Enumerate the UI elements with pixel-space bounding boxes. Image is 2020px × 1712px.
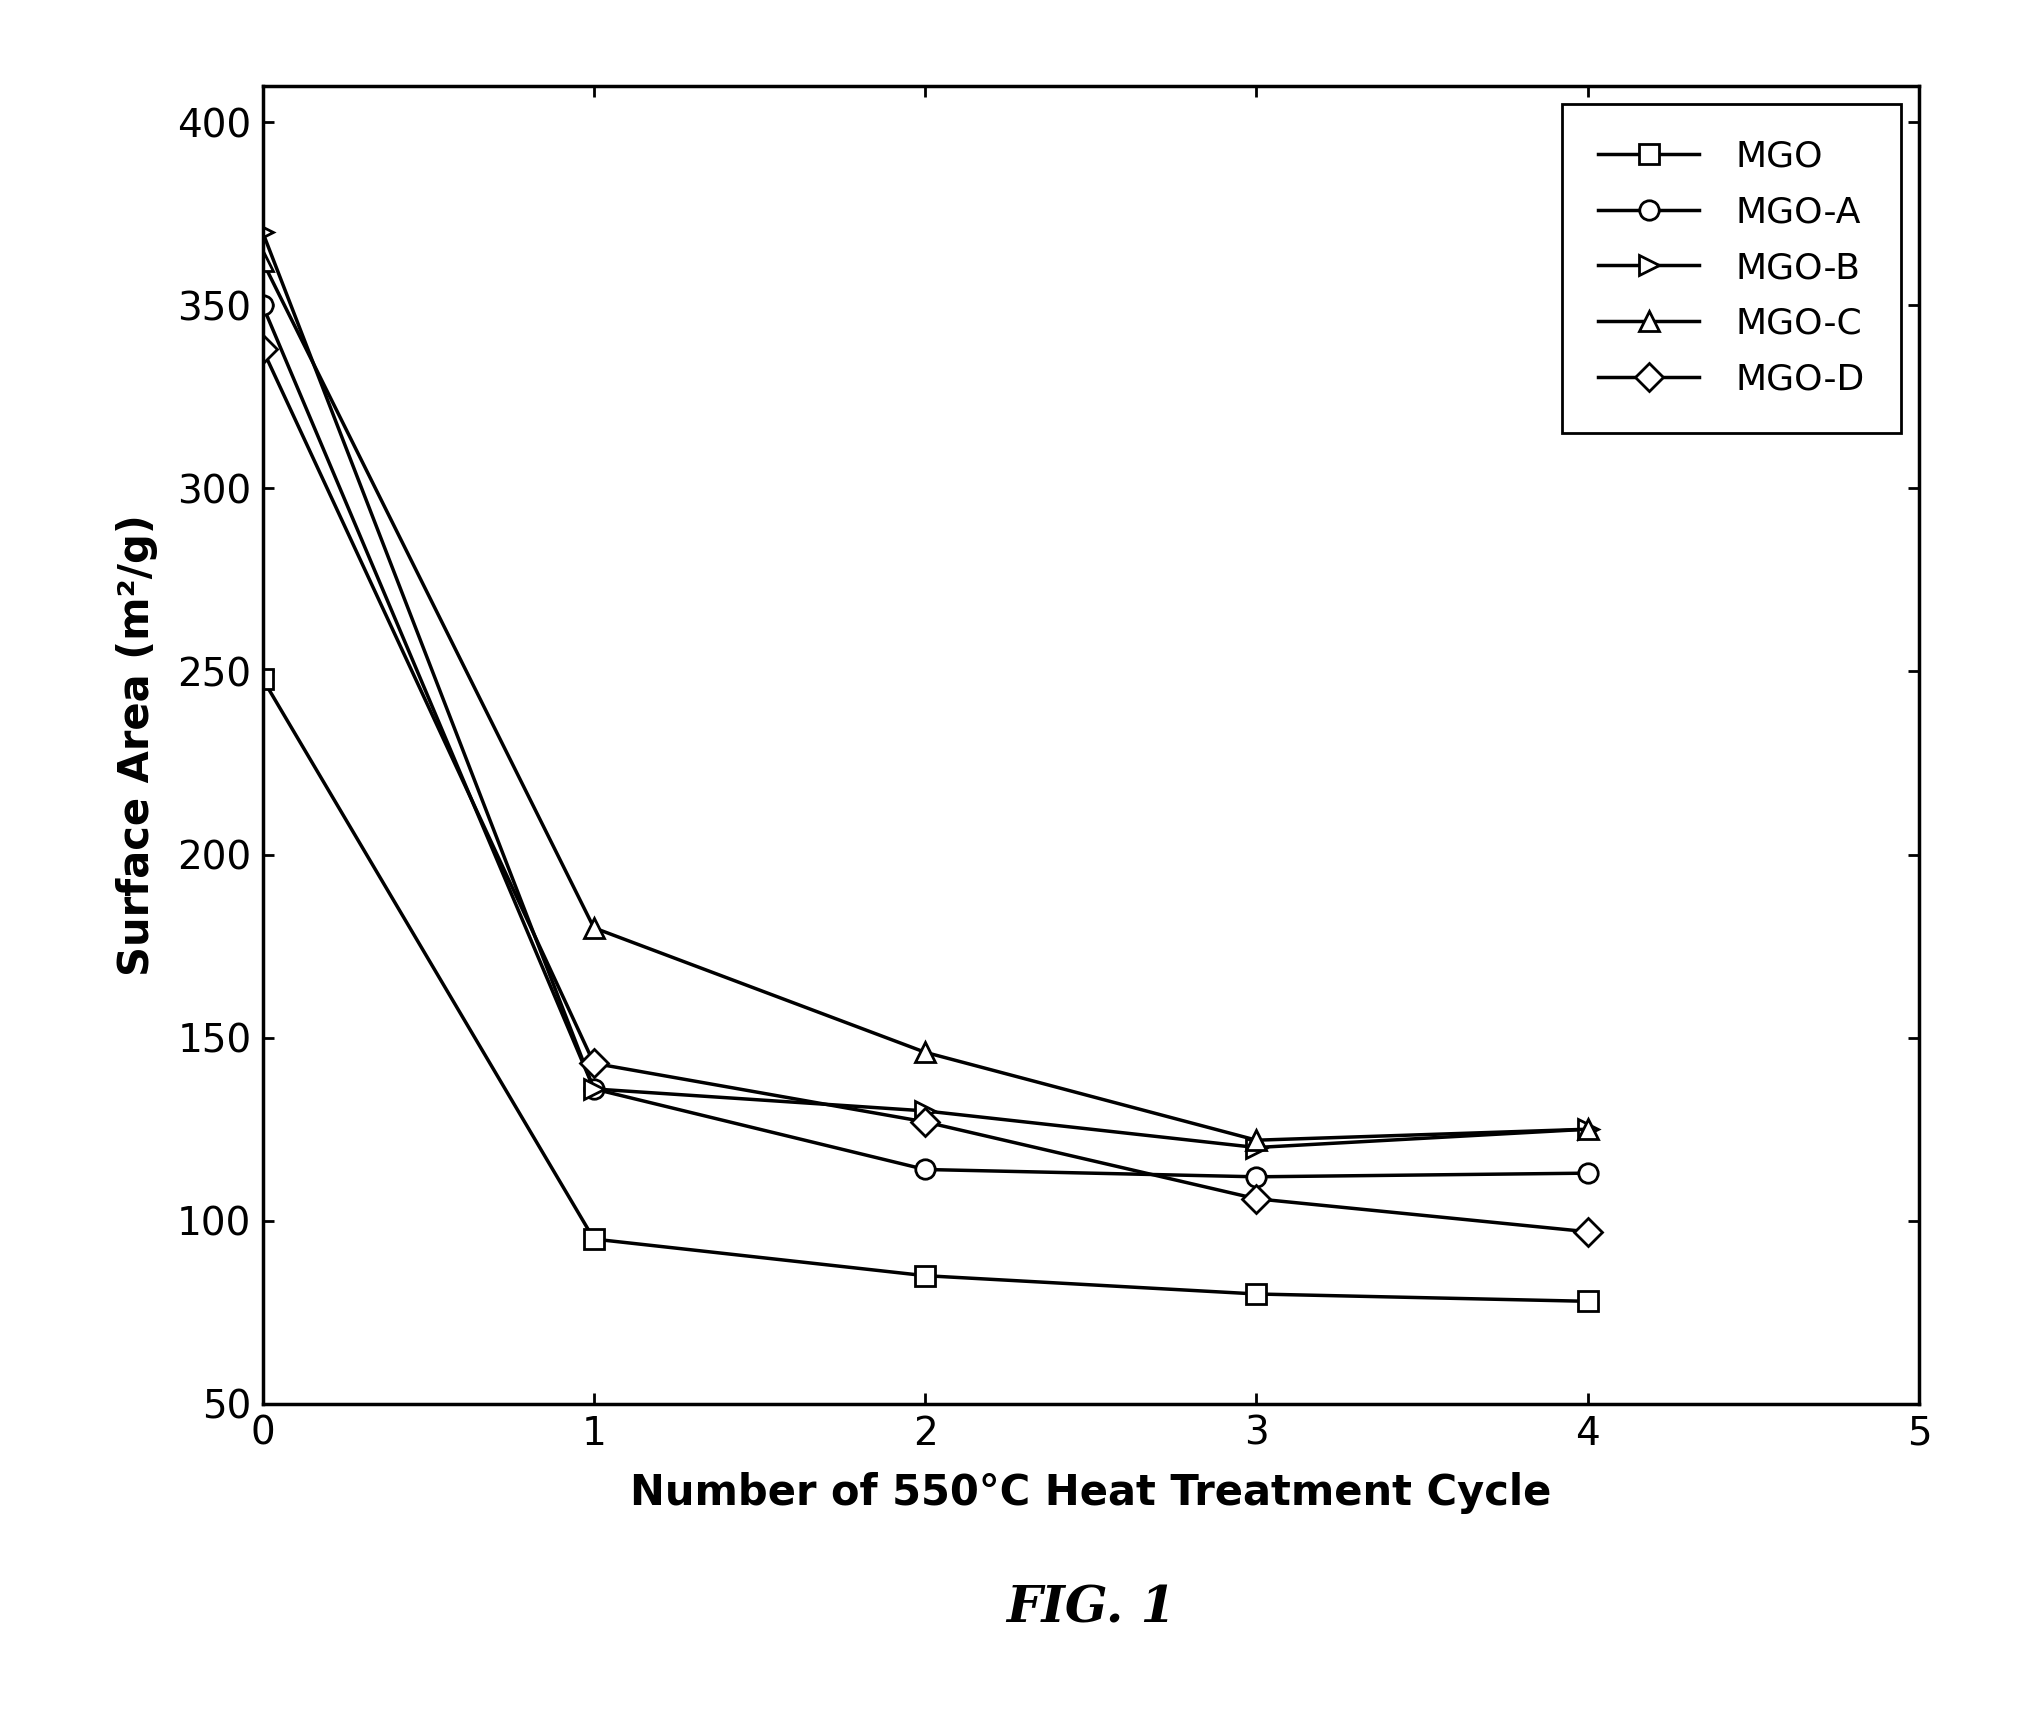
- MGO-B: [1244, 1137, 1269, 1157]
- Line: MGO-D: MGO-D: [252, 339, 1598, 1241]
- MGO-A: [250, 294, 275, 315]
- MGO-B: [250, 223, 275, 243]
- MGO-C: [250, 252, 275, 272]
- MGO-D: [913, 1111, 937, 1132]
- Line: MGO-C: MGO-C: [252, 252, 1598, 1150]
- MGO-B: [582, 1079, 606, 1099]
- Text: FIG. 1: FIG. 1: [1006, 1585, 1176, 1633]
- Line: MGO-B: MGO-B: [252, 223, 1598, 1157]
- MGO: [1576, 1291, 1600, 1311]
- MGO-D: [582, 1053, 606, 1073]
- MGO-C: [582, 918, 606, 938]
- X-axis label: Number of 550°C Heat Treatment Cycle: Number of 550°C Heat Treatment Cycle: [630, 1472, 1551, 1515]
- MGO-A: [1244, 1166, 1269, 1186]
- MGO-A: [582, 1079, 606, 1099]
- MGO: [250, 669, 275, 690]
- MGO-C: [1244, 1130, 1269, 1150]
- Legend: MGO, MGO-A, MGO-B, MGO-C, MGO-D: MGO, MGO-A, MGO-B, MGO-C, MGO-D: [1561, 104, 1901, 433]
- MGO-D: [1244, 1188, 1269, 1209]
- MGO-B: [1576, 1120, 1600, 1140]
- MGO-B: [913, 1101, 937, 1121]
- MGO: [1244, 1284, 1269, 1305]
- Line: MGO: MGO: [252, 669, 1598, 1311]
- MGO-D: [1576, 1221, 1600, 1241]
- MGO: [582, 1229, 606, 1250]
- MGO-C: [913, 1043, 937, 1063]
- MGO-A: [913, 1159, 937, 1180]
- MGO-A: [1576, 1162, 1600, 1183]
- MGO-C: [1576, 1120, 1600, 1140]
- MGO: [913, 1265, 937, 1286]
- Line: MGO-A: MGO-A: [252, 296, 1598, 1186]
- Y-axis label: Surface Area (m²/g): Surface Area (m²/g): [115, 514, 158, 976]
- MGO-D: [250, 339, 275, 360]
